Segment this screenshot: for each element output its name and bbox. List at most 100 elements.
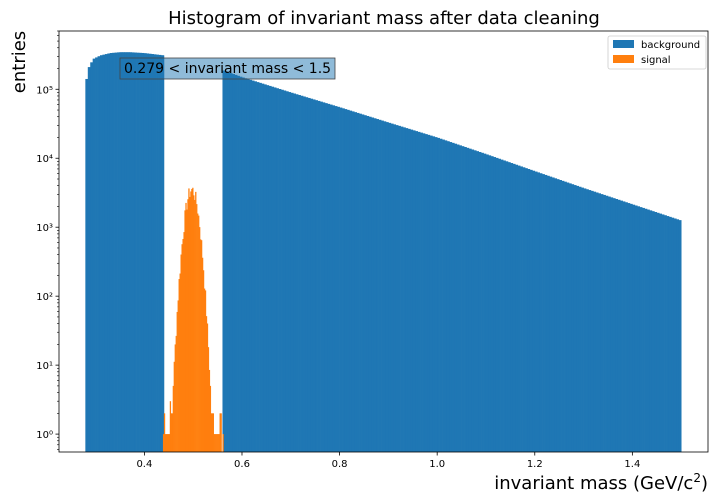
background-bar [625, 202, 628, 452]
background-bar [498, 158, 501, 452]
signal-bar [184, 210, 186, 452]
background-bar [559, 180, 562, 452]
signal-bar [200, 239, 202, 452]
legend-label-signal: signal [641, 55, 671, 66]
signal-bar [190, 191, 192, 452]
signal-bar [198, 215, 200, 452]
background-bar [634, 205, 638, 452]
background-bar [549, 176, 553, 452]
background-bar [363, 115, 367, 452]
background-bar [451, 142, 455, 452]
background-bar [576, 185, 580, 452]
background-bar [222, 70, 226, 452]
signal-bar [166, 434, 169, 452]
background-bar [124, 52, 128, 452]
background-bar [405, 128, 409, 452]
background-bar [246, 79, 250, 452]
background-bar [503, 160, 506, 452]
background-bar [583, 188, 587, 452]
background-bar [373, 118, 377, 452]
background-bar [488, 155, 492, 452]
background-bar [310, 98, 314, 452]
background-bar [90, 62, 94, 452]
background-bar [586, 189, 589, 452]
background-bar [302, 96, 306, 452]
background-bar [525, 168, 528, 452]
y-tick-label: 10⁰ [36, 430, 53, 441]
background-bar [227, 72, 231, 452]
signal-bar [189, 196, 191, 452]
signal-bar [205, 316, 208, 452]
background-bar [603, 194, 606, 452]
background-bar [381, 120, 384, 452]
background-bar [244, 78, 248, 452]
background-bar [117, 52, 120, 452]
x-axis-label: invariant mass (GeV/c2) [494, 471, 708, 494]
signal-bar [199, 227, 201, 452]
annotation-text: 0.279 < invariant mass < 1.5 [124, 61, 331, 77]
background-bar [85, 78, 89, 452]
background-bar [481, 152, 484, 452]
signal-bar [180, 254, 182, 452]
background-bar [507, 162, 511, 452]
signal-bar [176, 311, 178, 452]
background-bar [407, 128, 411, 452]
background-bar [104, 54, 108, 452]
range-annotation: 0.279 < invariant mass < 1.5 [119, 57, 336, 80]
background-bar [471, 149, 475, 452]
background-bar [263, 84, 267, 452]
signal-bar [196, 204, 198, 452]
background-bar [561, 180, 565, 452]
signal-bar [164, 434, 167, 452]
background-bar [622, 201, 626, 452]
background-bar [500, 159, 504, 452]
background-bar [312, 99, 316, 452]
background-bar [654, 212, 658, 452]
background-bar [420, 132, 423, 452]
background-bar [664, 215, 667, 452]
background-bar [151, 54, 155, 452]
background-bar [532, 170, 536, 452]
signal-bar [185, 202, 187, 452]
background-bar [495, 157, 499, 452]
background-bar [102, 54, 106, 452]
background-bar [647, 209, 650, 452]
background-bar [320, 101, 323, 452]
background-bar [143, 53, 147, 452]
background-bar [483, 153, 487, 452]
background-bar [97, 56, 101, 452]
background-bar [605, 195, 609, 452]
background-bar [627, 203, 631, 452]
signal-bar [211, 413, 214, 452]
background-bar [229, 73, 233, 452]
background-bar [439, 138, 443, 452]
background-bar [442, 139, 445, 452]
background-bar [612, 198, 616, 452]
background-bar [671, 217, 675, 452]
plot-frame [58, 30, 709, 453]
signal-bar [204, 290, 207, 452]
y-tick-label: 10² [36, 292, 53, 303]
background-bar [139, 52, 142, 452]
background-bar [307, 97, 311, 452]
signal-bar [187, 199, 189, 452]
background-bar [412, 130, 416, 452]
background-bar [476, 151, 479, 452]
signal-bar [203, 288, 206, 452]
signal-bar [170, 413, 173, 452]
background-bar [276, 88, 279, 452]
background-bar [285, 91, 289, 452]
background-bar [129, 52, 133, 452]
background-bar [126, 52, 130, 452]
background-bar [444, 140, 448, 452]
signal-bar [210, 413, 213, 452]
signal-bar [188, 188, 190, 452]
background-bar [593, 191, 597, 452]
signal-bar [177, 300, 179, 452]
background-bar [400, 126, 404, 452]
background-bar [92, 58, 96, 452]
background-bar [339, 107, 343, 452]
background-bar [395, 125, 399, 452]
background-bar [666, 216, 670, 452]
background-bar [642, 207, 645, 452]
